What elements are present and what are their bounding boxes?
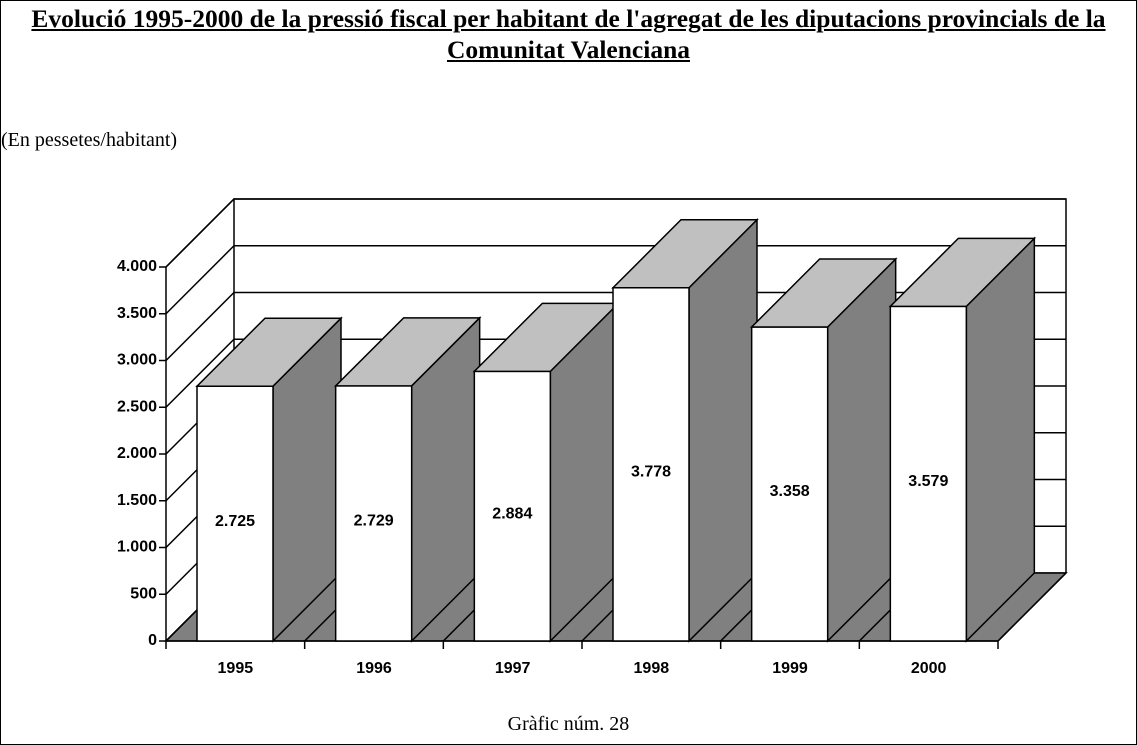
x-tick-label: 1996: [356, 660, 392, 677]
bar: [334, 385, 413, 642]
x-tick-label: 2000: [911, 660, 947, 677]
y-tick-label: 3.500: [117, 305, 157, 322]
bar-top: [749, 258, 898, 328]
y-tick-label: 3.000: [117, 352, 157, 369]
value-label: 3.579: [908, 473, 948, 490]
x-tick-label: 1995: [218, 660, 254, 677]
value-label: 3.358: [770, 483, 810, 500]
x-tick-label: 1998: [634, 660, 670, 677]
x-tick-label: 1997: [495, 660, 531, 677]
y-tick-label: 500: [130, 585, 157, 602]
bar-side: [965, 236, 1036, 643]
caption: Gràfic núm. 28: [507, 713, 630, 735]
value-label: 3.778: [631, 464, 671, 481]
y-tick-label: 2.000: [117, 445, 157, 462]
bar: [196, 385, 274, 642]
grid-line: [165, 198, 1066, 268]
y-tick-label: 0: [148, 632, 157, 649]
bar: [612, 287, 690, 642]
y-tick-label: 1.000: [117, 539, 157, 556]
value-label: 2.884: [492, 505, 532, 522]
y-tick-label: 2.500: [117, 398, 157, 415]
bar-top: [611, 219, 759, 289]
y-tick-label: 1.500: [117, 492, 157, 509]
y-tick-label: 4.000: [117, 258, 157, 275]
bar-top: [333, 317, 482, 387]
value-label: 2.729: [354, 513, 394, 530]
bar: [889, 305, 968, 642]
subtitle: (En pessetes/habitant): [1, 129, 178, 151]
bar: [750, 326, 829, 642]
chart-title: Evolució 1995-2000 de la pressió fiscal …: [31, 4, 1106, 64]
bar-side: [688, 217, 758, 643]
floor-line: [997, 572, 1067, 642]
grid-line: [165, 245, 1066, 315]
bar-top: [888, 237, 1037, 308]
bar-top: [195, 317, 343, 387]
value-label: 2.725: [215, 513, 255, 530]
bar: [473, 370, 552, 642]
x-tick-label: 1999: [772, 660, 808, 677]
